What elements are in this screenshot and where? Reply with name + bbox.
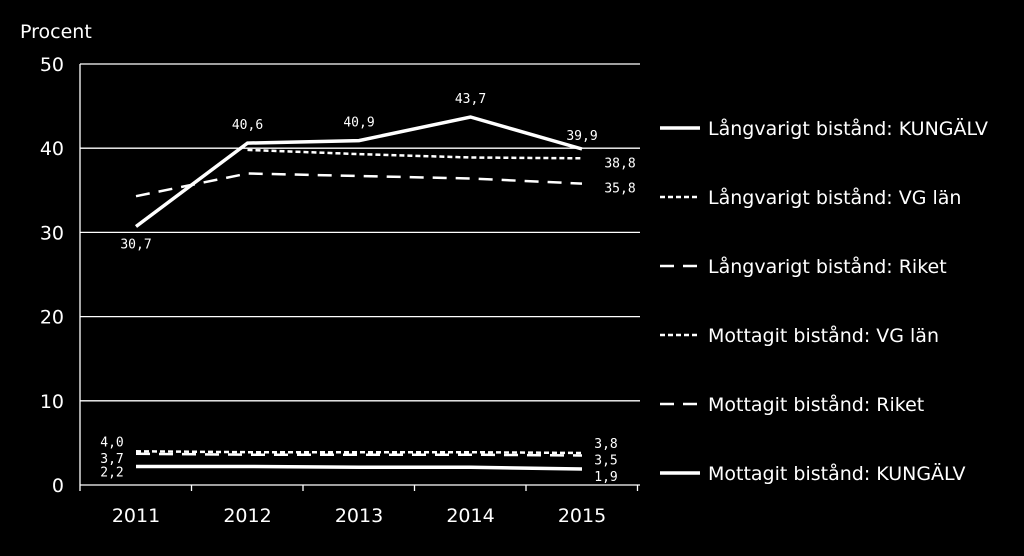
data-label: 4,0	[100, 435, 123, 450]
legend: Långvarigt bistånd: KUNGÄLV Långvarigt bi…	[660, 117, 988, 485]
legend-label: Långvarigt bistånd: VG län	[708, 186, 961, 209]
data-label: 30,7	[120, 238, 151, 253]
data-label: 40,9	[343, 116, 374, 131]
y-tick-label: 10	[40, 391, 64, 413]
data-label: 39,9	[566, 129, 597, 144]
data-label: 3,8	[594, 437, 617, 452]
series-line	[135, 172, 583, 198]
data-label: 40,6	[232, 118, 263, 133]
series-group	[134, 115, 583, 471]
legend-label: Mottagit bistånd: VG län	[708, 324, 939, 347]
legend-label: Mottagit bistånd: Riket	[708, 393, 924, 416]
data-label: 2,2	[100, 465, 123, 480]
data-label: 1,9	[594, 470, 617, 485]
y-tick-label: 30	[40, 222, 64, 244]
legend-label: Mottagit bistånd: KUNGÄLV	[708, 462, 966, 485]
data-labels: 30,7 40,6 40,9 43,7 39,9 38,8 35,8 4,0 3,8 3,7 3,5…	[100, 92, 635, 485]
x-tick-label: 2015	[558, 505, 606, 527]
y-axis-unit-label: Procent	[20, 21, 92, 43]
x-tick-label: 2011	[112, 505, 160, 527]
y-tick-label: 40	[40, 138, 64, 160]
data-label: 35,8	[604, 182, 635, 197]
series-line	[247, 148, 583, 160]
series-line	[135, 452, 583, 457]
data-label: 3,5	[594, 454, 617, 469]
data-label: 3,7	[100, 452, 123, 467]
series-line	[136, 464, 583, 471]
x-tick-label: 2013	[335, 505, 383, 527]
gridlines	[79, 63, 640, 486]
x-tick-label: 2014	[446, 505, 494, 527]
series-line	[134, 115, 583, 228]
legend-label: Långvarigt bistånd: KUNGÄLV	[708, 117, 988, 140]
y-axis-ticks: 0 10 20 30 40 50	[40, 54, 64, 497]
y-tick-label: 50	[40, 54, 64, 76]
y-tick-label: 0	[52, 475, 64, 497]
legend-label: Långvarigt bistånd: Riket	[708, 255, 947, 278]
data-label: 38,8	[604, 156, 635, 171]
data-label: 43,7	[455, 92, 486, 107]
series-line	[135, 450, 583, 455]
x-axis-ticks: 2011 2012 2013 2014 2015	[79, 485, 639, 527]
y-tick-label: 20	[40, 307, 64, 329]
x-tick-label: 2012	[223, 505, 271, 527]
